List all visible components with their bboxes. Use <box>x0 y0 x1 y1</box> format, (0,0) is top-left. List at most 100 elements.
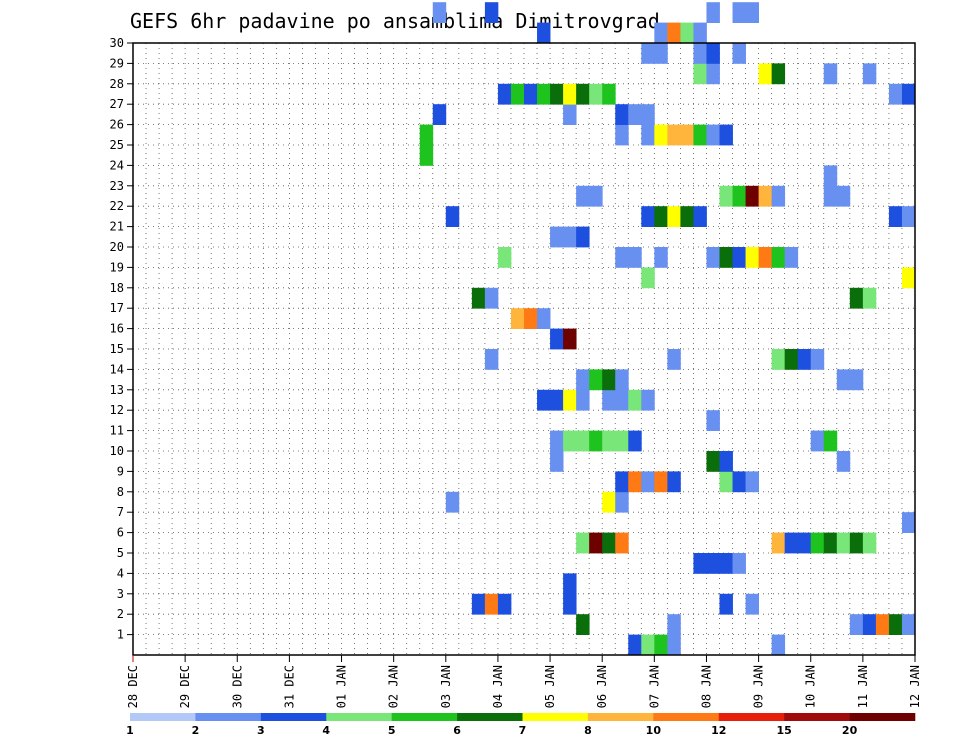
colorbar-tick-label: 2 <box>192 724 200 737</box>
colorbar-tick-label: 20 <box>842 724 858 737</box>
heatmap-cell <box>849 614 864 635</box>
colorbar-tick-label: 12 <box>711 724 726 737</box>
heatmap-cell <box>654 471 668 493</box>
heatmap-cell <box>576 614 590 635</box>
heatmap-cell <box>849 532 864 554</box>
heatmap-cell <box>719 124 733 146</box>
y-tick-label: 10 <box>110 444 124 458</box>
heatmap-cell <box>732 2 746 23</box>
heatmap-cell <box>628 430 642 452</box>
x-tick-label: 11 JAN <box>856 665 870 708</box>
heatmap-cell <box>484 2 499 23</box>
y-tick-label: 13 <box>110 383 124 397</box>
heatmap-cell <box>888 206 903 227</box>
heatmap-cell <box>654 43 668 64</box>
colorbar-swatch <box>391 713 458 721</box>
heatmap-cell <box>719 451 733 472</box>
heatmap-cell <box>576 369 590 391</box>
heatmap-cell <box>810 430 825 452</box>
heatmap-cell <box>510 308 525 329</box>
heatmap-cell <box>484 593 499 615</box>
heatmap-cell <box>589 430 603 452</box>
heatmap-cell <box>758 185 773 207</box>
heatmap-cell <box>615 124 629 146</box>
heatmap-cell <box>654 22 668 44</box>
heatmap-cell <box>797 349 812 370</box>
x-tick-label: 02 JAN <box>387 665 401 708</box>
heatmap-cell <box>589 532 603 554</box>
heatmap-cell <box>901 267 916 289</box>
heatmap-cell <box>641 634 655 656</box>
heatmap-cell <box>576 430 590 452</box>
y-tick-label: 19 <box>110 260 124 274</box>
y-tick-label: 17 <box>110 301 124 315</box>
heatmap-cell <box>693 43 707 64</box>
chart-title: GEFS 6hr padavine po ansamblima Dimitrov… <box>130 9 660 33</box>
heatmap-cell <box>667 206 681 227</box>
heatmap-cell <box>641 471 655 493</box>
heatmap-cell <box>862 532 877 554</box>
colorbar-legend: 1 2 3 4 5 6 7 8 10 12 15 20 <box>126 713 916 737</box>
y-tick-label: 16 <box>110 322 124 336</box>
y-tick-label: 9 <box>117 464 124 478</box>
heatmap-cell <box>550 83 564 105</box>
heatmap-cell <box>667 471 681 493</box>
heatmap-cell <box>823 63 838 85</box>
y-tick-label: 4 <box>117 566 124 580</box>
x-tick-label: 03 JAN <box>439 665 453 708</box>
heatmap-cell <box>615 389 629 411</box>
x-tick-label: 29 DEC <box>178 665 192 708</box>
heatmap-cell <box>745 247 759 268</box>
heatmap-cell <box>550 389 564 411</box>
heatmap-cell <box>589 83 603 105</box>
x-tick-label: 31 DEC <box>282 665 296 708</box>
x-axis: 28 DEC 29 DEC 30 DEC 31 DEC 01 JAN 02 JAN 03 J… <box>126 655 922 708</box>
colorbar-tick-label: 3 <box>257 724 265 737</box>
heatmap-cell <box>667 22 681 44</box>
x-tick-label: 12 JAN <box>908 665 922 708</box>
heatmap-cell <box>771 185 786 207</box>
heatmap-cell <box>784 247 799 268</box>
heatmap-cell <box>693 124 707 146</box>
y-tick-label: 28 <box>110 77 124 91</box>
heatmap-cell <box>823 165 838 187</box>
heatmap-cell <box>810 349 825 370</box>
heatmap-cell <box>771 634 786 656</box>
colorbar-tick-label: 1 <box>126 724 134 737</box>
heatmap-cell <box>497 247 512 268</box>
heatmap-cell <box>771 247 786 268</box>
heatmap-cell <box>797 532 812 554</box>
heatmap-cell <box>732 185 746 207</box>
y-tick-label: 14 <box>110 362 124 376</box>
heatmap-cell <box>576 389 590 411</box>
colorbar-swatch <box>457 713 523 721</box>
heatmap-cell <box>419 145 434 166</box>
heatmap-cell <box>706 43 720 64</box>
heatmap-cell <box>745 471 759 493</box>
x-tick-label: 05 JAN <box>543 665 557 708</box>
heatmap-cell <box>771 532 786 554</box>
colorbar-tick-label: 5 <box>388 724 396 737</box>
heatmap-cell <box>510 83 525 105</box>
heatmap-cell <box>615 104 629 125</box>
heatmap-cell <box>628 471 642 493</box>
heatmap-cell <box>615 471 629 493</box>
y-tick-label: 7 <box>117 505 124 519</box>
heatmap-cell <box>745 185 759 207</box>
heatmap-cell <box>589 185 603 207</box>
heatmap-cell <box>849 369 864 391</box>
colorbar-swatch <box>522 713 589 721</box>
heatmap-cell <box>693 553 707 574</box>
y-tick-label: 30 <box>110 36 124 50</box>
heatmap-cell <box>875 614 890 635</box>
heatmap-cell <box>602 430 616 452</box>
heatmap-cell <box>732 471 746 493</box>
heatmap-cell <box>823 185 838 207</box>
colorbar-tick-label: 6 <box>453 724 461 737</box>
heatmap-cell <box>445 206 460 227</box>
heatmap-cell <box>836 451 851 472</box>
heatmap-cell <box>654 124 668 146</box>
heatmap-cell <box>680 22 694 44</box>
heatmap-cell <box>602 491 616 513</box>
